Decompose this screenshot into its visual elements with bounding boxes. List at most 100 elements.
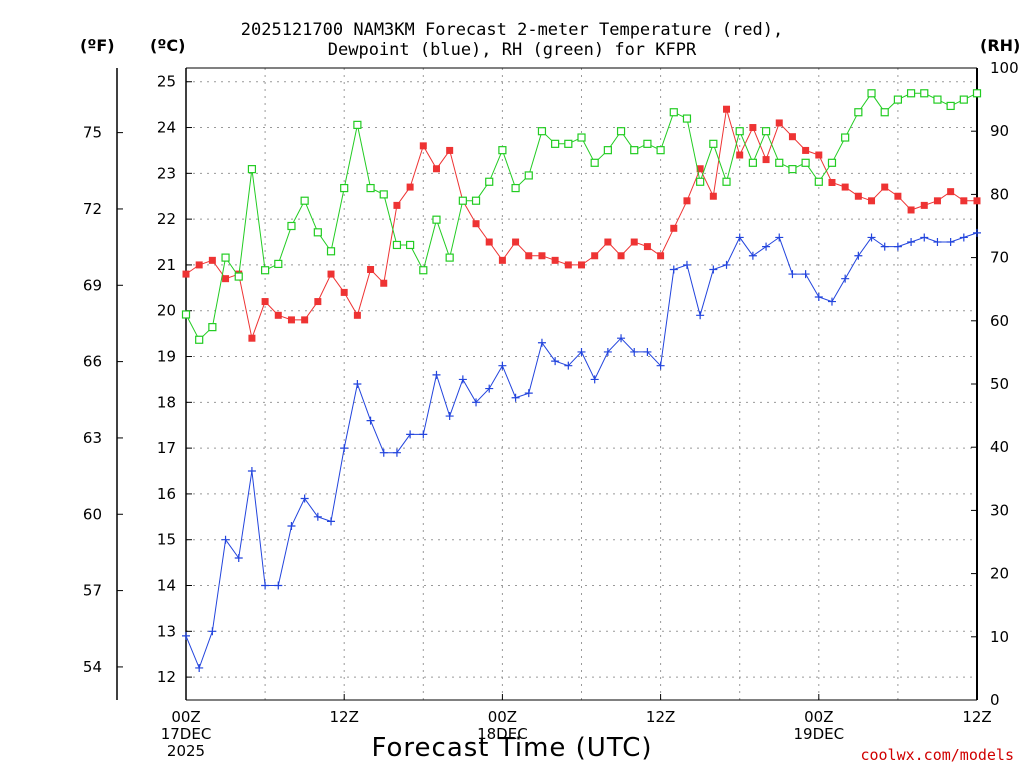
credit-text: coolwx.com/models (860, 746, 1014, 764)
temperature-point (670, 224, 678, 232)
dewpoint-point (603, 347, 612, 356)
rh-tick-label: 80 (990, 185, 1009, 203)
temperature-point (380, 279, 388, 287)
rh-point (432, 215, 441, 224)
temperature-point (446, 146, 454, 154)
rh-point (920, 89, 929, 98)
rh-point (564, 139, 573, 148)
temperature-point (815, 151, 823, 159)
fahrenheit-tick-label: 75 (83, 124, 102, 142)
temperature-point (314, 298, 322, 306)
rh-point (353, 120, 362, 129)
temperature-point (775, 119, 783, 127)
dewpoint-point (959, 233, 968, 242)
celsius-tick-label: 20 (157, 302, 176, 320)
temperature-point (564, 261, 572, 269)
rh-point (656, 146, 665, 155)
fahrenheit-tick-label: 63 (83, 429, 102, 447)
dewpoint-point (590, 375, 599, 384)
temperature-point (340, 288, 348, 296)
temperature-point (604, 238, 612, 246)
dewpoint-point (907, 238, 916, 247)
dewpoint-point (617, 334, 626, 343)
dewpoint-point (630, 347, 639, 356)
temperature-point (854, 192, 862, 200)
rh-point (419, 266, 428, 275)
dewpoint-point (748, 251, 757, 260)
temperature-point (696, 165, 704, 173)
rh-tick-label: 40 (990, 438, 1009, 456)
temperature-point (393, 201, 401, 209)
celsius-tick-label: 19 (157, 348, 176, 366)
temperature-point (617, 252, 625, 260)
rh-point (761, 127, 771, 136)
rh-point (682, 114, 692, 123)
rh-point (274, 259, 283, 269)
dewpoint-point (577, 347, 586, 356)
rh-point (590, 158, 599, 167)
rh-point (630, 146, 639, 155)
rh-point (933, 95, 942, 104)
dewpoint-point (643, 347, 652, 356)
series-layer (181, 89, 982, 672)
dewpoint-point (313, 512, 322, 521)
celsius-tick-label: 21 (157, 256, 176, 274)
temperature-point (353, 311, 361, 319)
rh-point (406, 240, 415, 250)
dewpoint-point (696, 311, 705, 320)
dewpoint-point (472, 398, 481, 407)
temperature-point (709, 192, 717, 200)
x-tick-label: 12Z (330, 708, 359, 726)
rh-point (709, 139, 718, 148)
rh-point (735, 127, 744, 136)
rh-point (366, 183, 375, 193)
chart-title-line-2: Dewpoint (blue), RH (green) for KFPR (327, 40, 697, 60)
rh-point (485, 177, 494, 186)
fahrenheit-tick-label: 57 (83, 582, 102, 600)
rh-point (392, 240, 402, 250)
temperature-point (907, 206, 915, 214)
dewpoint-point (893, 242, 902, 251)
rh-tick-label: 30 (990, 501, 1009, 519)
dewpoint-point (379, 448, 388, 457)
rh-point (445, 253, 454, 262)
dewpoint-point (419, 430, 428, 439)
rh-point (722, 177, 731, 186)
rh-point (616, 127, 626, 136)
rh-point (946, 101, 955, 111)
temperature-point (274, 311, 282, 319)
temperature-point (788, 133, 796, 141)
rh-point (841, 133, 850, 142)
temperature-point (657, 252, 665, 260)
rh-point (208, 323, 217, 332)
dewpoint-point (234, 554, 243, 563)
temperature-point (367, 266, 375, 274)
dewpoint-point (537, 338, 546, 347)
x-tick-label: 18DEC (477, 725, 528, 743)
rh-unit-label: (RH) (980, 36, 1021, 55)
dewpoint-point (867, 233, 876, 242)
rh-point (827, 158, 837, 167)
rh-tick-label: 90 (990, 122, 1009, 140)
rh-tick-label: 100 (990, 59, 1019, 77)
temperature-point (327, 270, 335, 278)
temperature-point (485, 238, 493, 246)
dewpoint-point (735, 233, 744, 242)
fahrenheit-tick-label: 69 (83, 276, 102, 294)
temperature-point (512, 238, 520, 246)
x-tick-label: 17DEC (161, 725, 212, 743)
rh-tick-label: 50 (990, 375, 1009, 393)
rh-point (195, 335, 204, 344)
dewpoint-point (854, 251, 863, 260)
chart-title-line-1: 2025121700 NAM3KM Forecast 2-meter Tempe… (240, 20, 784, 40)
dewpoint-point (709, 265, 718, 274)
rh-point (498, 146, 507, 155)
rh-point (458, 196, 467, 205)
temperature-point (208, 256, 216, 264)
temperature-point (749, 124, 757, 132)
celsius-tick-label: 24 (157, 119, 176, 137)
rh-point (577, 133, 586, 142)
dewpoint-point (933, 238, 942, 247)
dewpoint-point (656, 361, 665, 370)
dewpoint-point (182, 631, 190, 640)
